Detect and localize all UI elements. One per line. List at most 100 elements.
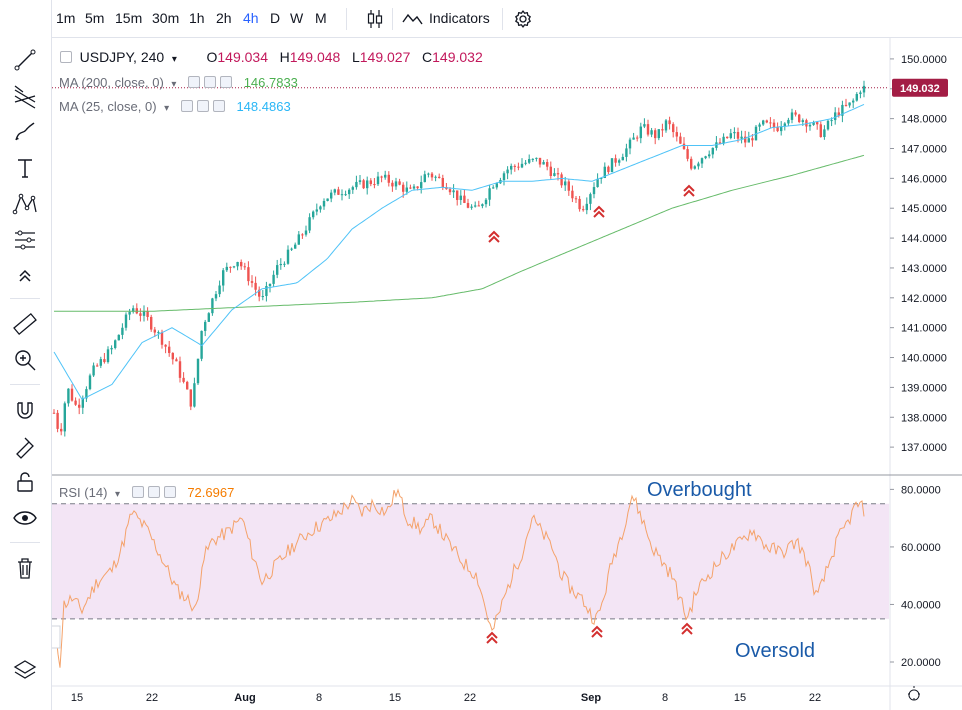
magnet-icon[interactable] xyxy=(11,396,39,424)
candle-up xyxy=(848,102,851,106)
price-tick-label: 146.0000 xyxy=(901,173,947,185)
candle-down xyxy=(772,122,776,128)
candle-up xyxy=(596,178,599,188)
rsi-visibility-icon[interactable] xyxy=(131,486,144,498)
candle-down xyxy=(578,198,581,210)
candle-up xyxy=(304,230,308,235)
ma25-remove-icon[interactable] xyxy=(212,100,225,112)
candle-up xyxy=(67,388,70,404)
ma200-remove-icon[interactable] xyxy=(220,76,233,88)
unlock-icon[interactable] xyxy=(11,468,39,496)
candle-down xyxy=(571,190,574,199)
forecast-icon[interactable] xyxy=(11,226,39,254)
candle-down xyxy=(546,162,549,167)
ma200-settings-icon[interactable] xyxy=(204,76,217,88)
candle-up xyxy=(790,112,794,120)
interval-5m[interactable]: 5m xyxy=(85,10,105,26)
candle-down xyxy=(301,234,304,236)
text-tool-icon[interactable] xyxy=(11,154,39,182)
candle-down xyxy=(736,131,740,139)
candle-up xyxy=(142,311,146,316)
interval-4h[interactable]: 4h xyxy=(243,10,259,26)
interval-d[interactable]: D xyxy=(270,10,281,26)
ma25-visibility-icon[interactable] xyxy=(180,100,193,112)
pane-collapse-handle[interactable] xyxy=(52,625,61,649)
price-tick-label: 150.0000 xyxy=(901,54,947,66)
brush-icon[interactable] xyxy=(11,118,39,146)
chart-area[interactable]: 150.0000149.0000148.0000147.0000146.0000… xyxy=(52,38,962,710)
ma200-line xyxy=(54,154,865,312)
trend-line-icon[interactable] xyxy=(11,46,39,74)
candle-up xyxy=(358,180,362,182)
price-chart[interactable]: 150.0000149.0000148.0000147.0000146.0000… xyxy=(52,38,962,710)
trash-icon[interactable] xyxy=(11,554,39,582)
candle-down xyxy=(798,114,801,123)
time-tick-label: 15 xyxy=(71,692,83,704)
rsi-settings-icon[interactable] xyxy=(147,486,160,498)
candle-down xyxy=(816,122,819,125)
ma200-visibility-icon[interactable] xyxy=(188,76,201,88)
candle-down xyxy=(78,404,81,408)
interval-m[interactable]: M xyxy=(315,10,327,26)
price-tick-label: 142.0000 xyxy=(901,293,947,305)
pattern-icon[interactable] xyxy=(11,190,39,218)
interval-15m[interactable]: 15m xyxy=(115,10,143,26)
candle-up xyxy=(711,147,714,155)
candle-down xyxy=(247,267,250,282)
indicators-icon[interactable] xyxy=(402,10,424,28)
collapse-legend-icon[interactable] xyxy=(60,51,72,63)
ma200-dropdown-icon[interactable]: ▾ xyxy=(171,79,177,90)
interval-1h[interactable]: 1h xyxy=(189,10,205,26)
eye-icon[interactable] xyxy=(11,504,39,532)
candle-up xyxy=(618,160,621,163)
candle-up xyxy=(506,169,509,174)
candle-up xyxy=(106,349,110,363)
candle-up xyxy=(193,383,196,407)
candle-down xyxy=(240,261,243,267)
interval-1m[interactable]: 1m xyxy=(56,10,76,26)
price-tick-label: 138.0000 xyxy=(901,412,947,424)
interval-w[interactable]: W xyxy=(290,10,304,26)
indicators-button[interactable]: Indicators xyxy=(429,10,490,26)
ruler-icon[interactable] xyxy=(11,310,39,338)
candle-up xyxy=(412,186,416,189)
ma25-settings-icon[interactable] xyxy=(196,100,209,112)
candle-up xyxy=(376,176,380,185)
symbol-dropdown-icon[interactable]: ▾ xyxy=(171,54,177,65)
interval-30m[interactable]: 30m xyxy=(152,10,180,26)
candle-up xyxy=(474,205,477,207)
lock-drawing-icon[interactable] xyxy=(11,432,39,460)
candle-down xyxy=(103,359,106,363)
pitchfork-icon[interactable] xyxy=(11,82,39,110)
candle-up xyxy=(283,263,286,265)
price-signal-chevron-icon xyxy=(593,205,605,218)
candle-down xyxy=(679,136,682,144)
interval-2h[interactable]: 2h xyxy=(216,10,232,26)
candle-up xyxy=(207,313,210,322)
candle-up xyxy=(855,94,858,101)
candle-up xyxy=(625,148,628,157)
candle-up xyxy=(423,174,426,183)
ma25-dropdown-icon[interactable]: ▾ xyxy=(164,103,170,114)
candle-up xyxy=(272,274,275,284)
rsi-tick-label: 60.0000 xyxy=(901,542,941,554)
candle-up xyxy=(830,120,833,122)
overbought-annotation: Overbought xyxy=(647,479,752,501)
candle-up xyxy=(225,266,228,271)
rsi-remove-icon[interactable] xyxy=(163,486,176,498)
candle-down xyxy=(636,137,639,139)
object-tree-icon[interactable] xyxy=(11,656,39,684)
rsi-dropdown-icon[interactable]: ▾ xyxy=(115,489,121,500)
candle-up xyxy=(128,311,131,315)
price-tick-label: 148.0000 xyxy=(901,114,947,126)
toolbar-divider xyxy=(346,8,347,30)
settings-gear-icon[interactable] xyxy=(513,9,533,29)
candle-up xyxy=(826,120,830,130)
zoom-in-icon[interactable] xyxy=(11,346,39,374)
candle-down xyxy=(186,381,189,390)
open-value: 149.034 xyxy=(217,49,268,65)
candles-chart-type-icon[interactable] xyxy=(366,9,384,29)
candle-up xyxy=(204,321,207,331)
collapse-tools-icon[interactable] xyxy=(11,262,39,290)
chart-settings-icon[interactable] xyxy=(908,686,920,701)
